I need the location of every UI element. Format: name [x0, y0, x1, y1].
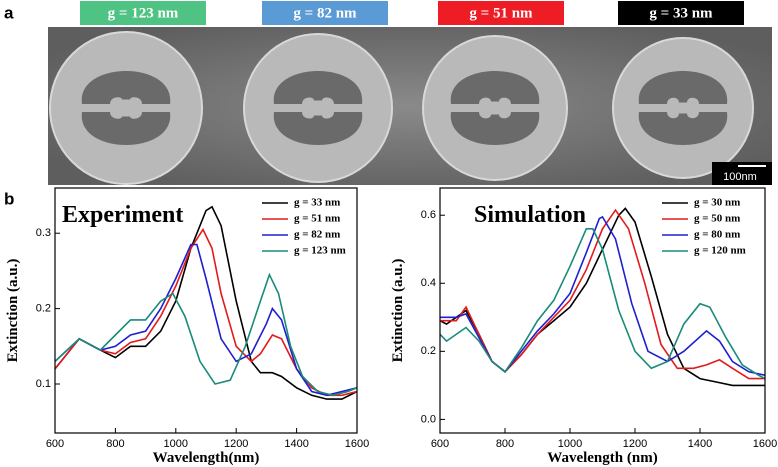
- series-line: [439, 228, 766, 380]
- series-line: [54, 243, 358, 397]
- y-tick-label: 0.4: [421, 277, 436, 289]
- x-tick-label: 800: [106, 438, 124, 450]
- x-tick-label: 600: [431, 438, 449, 450]
- panel-label: a: [4, 3, 14, 22]
- y-axis-label: Extinction (a.u.): [5, 259, 21, 363]
- legend-label: g = 80 nm: [694, 229, 740, 241]
- y-tick-label: 0.1: [36, 378, 51, 390]
- x-axis-label: Wavelength(nm): [153, 450, 260, 466]
- scale-bar-box: [712, 162, 772, 185]
- particle-hole: [638, 71, 728, 145]
- gap-label-box: [438, 1, 564, 25]
- legend-label: g = 30 nm: [694, 197, 740, 209]
- y-tick-label: 0.6: [421, 209, 436, 221]
- particle-hole: [450, 71, 540, 145]
- legend-label: g = 82 nm: [294, 229, 340, 241]
- x-tick-label: 600: [46, 438, 64, 450]
- x-tick-label: 1400: [284, 438, 308, 450]
- legend-label: g = 50 nm: [694, 213, 740, 225]
- x-tick-label: 1200: [224, 438, 248, 450]
- y-tick-label: 0.2: [36, 303, 51, 315]
- particle-ring: [49, 31, 203, 185]
- gap-label-box: [80, 1, 206, 25]
- x-tick-label: 1600: [345, 438, 369, 450]
- y-tick-label: 0.3: [36, 227, 51, 239]
- x-tick-label: 1000: [558, 438, 582, 450]
- legend-label: g = 120 nm: [694, 245, 746, 257]
- series-line: [54, 272, 358, 397]
- panel-label: b: [4, 189, 14, 208]
- sem-particles: [49, 31, 754, 185]
- x-tick-label: 1000: [164, 438, 188, 450]
- gap-label-box: [262, 1, 388, 25]
- gap-label: g = 82 nm: [293, 5, 357, 21]
- legend-label: g = 33 nm: [294, 197, 340, 209]
- gap-label: g = 51 nm: [469, 5, 533, 21]
- x-tick-label: 1600: [753, 438, 777, 450]
- x-axis-label: Wavelength (nm): [547, 450, 657, 466]
- particle-ring: [612, 37, 754, 179]
- legend-label: g = 51 nm: [294, 213, 340, 225]
- y-tick-label: 0.0: [421, 413, 436, 425]
- scale-bar-label: 100nm: [723, 171, 757, 183]
- y-tick-label: 0.2: [421, 345, 436, 357]
- x-tick-label: 1400: [688, 438, 712, 450]
- series-line: [440, 215, 766, 376]
- chart-title: Experiment: [62, 202, 183, 228]
- plot-frame: [54, 187, 358, 434]
- x-tick-label: 800: [496, 438, 514, 450]
- gap-label-box: [618, 1, 744, 25]
- gap-label: g = 123 nm: [108, 5, 179, 21]
- gap-label: g = 33 nm: [649, 5, 713, 21]
- plot-frame: [439, 187, 766, 434]
- legend-label: g = 123 nm: [294, 245, 346, 257]
- chart-title: Simulation: [474, 202, 586, 228]
- series-line: [54, 205, 358, 400]
- y-axis-label: Extinction (a.u.): [390, 259, 406, 363]
- x-tick-label: 1200: [623, 438, 647, 450]
- particle-ring: [422, 35, 568, 181]
- particle-hole: [273, 71, 363, 145]
- particle-hole: [81, 71, 171, 145]
- particle-ring: [243, 33, 393, 183]
